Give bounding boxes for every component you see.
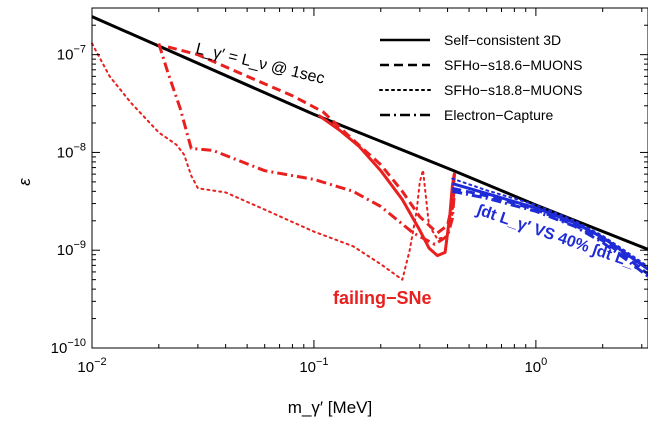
x-tick-label: 10−2 bbox=[77, 356, 106, 376]
y-axis-label: ε bbox=[15, 178, 34, 186]
series-line-blue-dotted bbox=[451, 177, 648, 268]
series-line-red-dotted bbox=[91, 42, 456, 281]
axes-layer: 10−2 10−1 100 10−10 10−9 10−8 10−7 bbox=[51, 7, 648, 376]
plot-frame bbox=[91, 7, 648, 349]
series-line-red-dashed bbox=[167, 45, 456, 235]
y-tick-label: 10−8 bbox=[57, 141, 86, 161]
legend-label: SFHo−s18.8−MUONS bbox=[444, 82, 583, 98]
y-tick-label: 10−10 bbox=[51, 337, 86, 357]
x-axis-label: m_γ′ [MeV] bbox=[288, 398, 372, 417]
legend: Self−consistent 3D SFHo−s18.6−MUONS SFHo−s… bbox=[379, 32, 583, 123]
series-line-red-dashdot bbox=[157, 43, 456, 246]
legend-label: Electron−Capture bbox=[444, 107, 554, 123]
series-line-blue-dashdot bbox=[452, 189, 648, 278]
legend-label: SFHo−s18.6−MUONS bbox=[444, 57, 583, 73]
series-layer bbox=[91, 15, 648, 281]
red-region-label: failing−SNe bbox=[333, 288, 432, 308]
x-tick-label: 100 bbox=[524, 356, 547, 376]
y-tick-label: 10−7 bbox=[57, 44, 86, 64]
y-tick-label: 10−9 bbox=[57, 239, 86, 259]
x-tick-label: 10−1 bbox=[299, 356, 328, 376]
series-line-blue-solid bbox=[451, 182, 648, 271]
legend-label: Self−consistent 3D bbox=[444, 32, 561, 48]
